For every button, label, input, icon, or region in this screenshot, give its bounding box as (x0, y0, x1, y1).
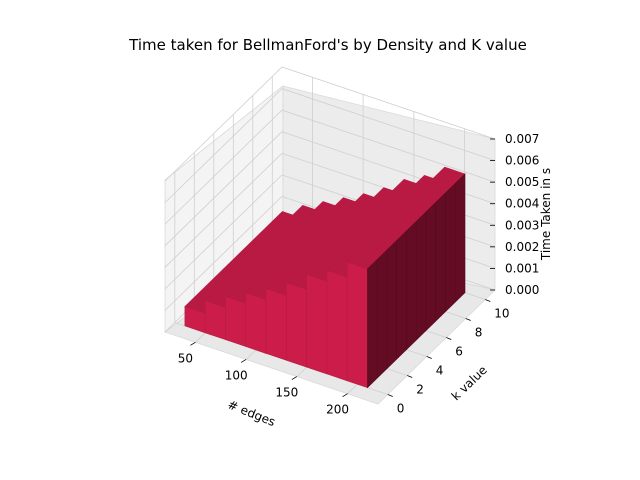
y-axis-label: k value (449, 363, 490, 403)
z-tick-label: 0.006 (505, 154, 539, 168)
y-tick-label: 10 (494, 307, 509, 321)
z-tick-label: 0.002 (505, 240, 539, 254)
bar-front-face (346, 261, 368, 389)
x-tick-label: 100 (225, 368, 248, 382)
x-tick-mark (342, 393, 348, 398)
y-tick-mark (387, 394, 393, 397)
bar-front-face (285, 282, 307, 368)
z-tick-label: 0.004 (505, 197, 539, 211)
y-tick-label: 8 (475, 326, 483, 340)
z-tick-label: 0.007 (505, 132, 539, 146)
y-tick-mark (446, 337, 452, 340)
z-tick-label: 0.000 (505, 283, 539, 297)
y-tick-mark (465, 318, 471, 321)
x-tick-label: 50 (178, 351, 193, 365)
x-tick-mark (190, 341, 196, 346)
y-tick-mark (485, 299, 491, 302)
bar-front-face (265, 288, 287, 361)
x-tick-mark (240, 359, 247, 363)
bar-front-face (204, 299, 226, 341)
y-tick-label: 4 (436, 364, 444, 378)
bar-front-face (306, 273, 328, 375)
bar-front-face (326, 269, 348, 382)
z-grid-line (164, 109, 496, 225)
x-tick-mark (291, 376, 298, 380)
z-axis-label: Time Taken in s (539, 168, 553, 261)
chart-title: Time taken for BellmanFord's by Density … (128, 36, 527, 54)
y-tick-label: 0 (397, 402, 405, 416)
x-axis-label: # edges (226, 397, 278, 429)
bar-front-face (225, 296, 247, 347)
y-tick-mark (407, 375, 413, 378)
x-tick-label: 200 (326, 403, 349, 417)
y-tick-mark (426, 356, 432, 359)
z-tick-label: 0.005 (505, 175, 539, 189)
bars (184, 166, 466, 389)
bar-front-face (245, 292, 267, 354)
x-tick-label: 150 (275, 386, 298, 400)
z-grid-line (164, 66, 496, 182)
z-tick-label: 0.003 (505, 218, 539, 232)
y-tick-label: 2 (416, 383, 424, 397)
z-tick-label: 0.001 (505, 261, 539, 275)
y-tick-label: 6 (455, 345, 463, 359)
z-grid-line (164, 88, 496, 203)
